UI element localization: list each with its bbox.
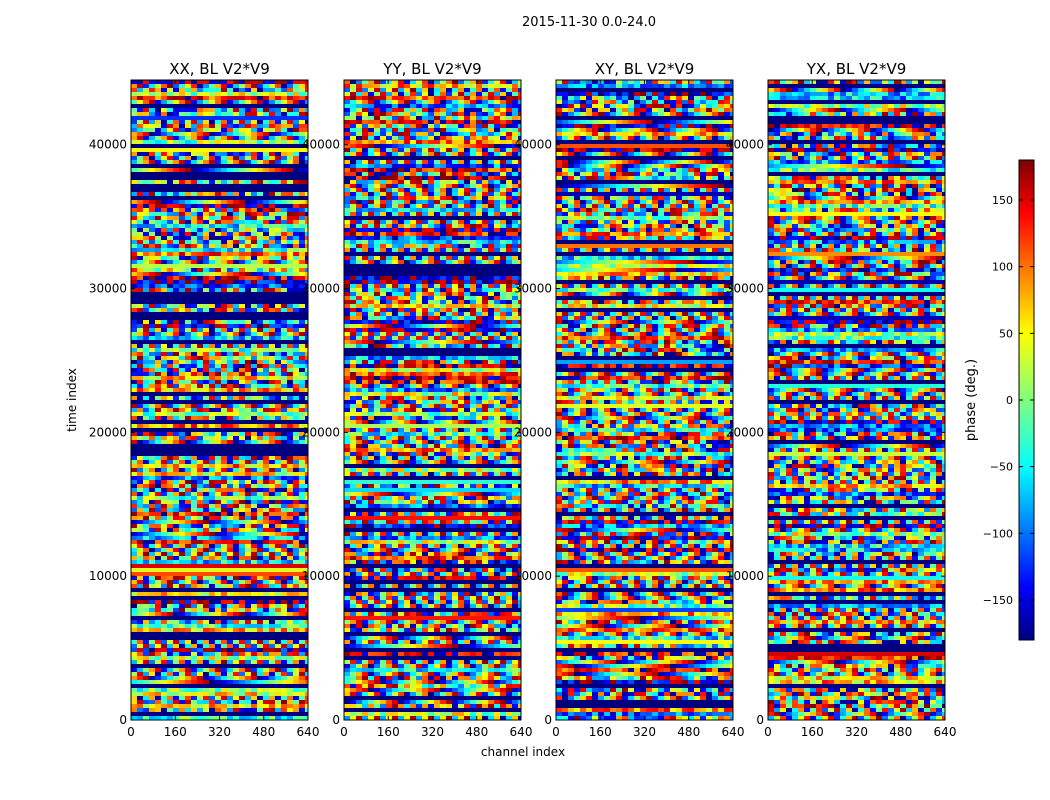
x-tick-label: 0: [552, 725, 560, 739]
colorbar-tick-label: 100: [992, 261, 1013, 274]
x-tick-label: 320: [845, 725, 868, 739]
y-tick-label: 40000: [89, 138, 127, 152]
y-tick-label: 20000: [514, 425, 552, 439]
x-tick-label: 160: [377, 725, 400, 739]
y-tick-label: 30000: [514, 282, 552, 296]
y-tick-label: 40000: [302, 138, 340, 152]
y-tick-label: 10000: [726, 569, 764, 583]
x-tick-label: 640: [297, 725, 320, 739]
colorbar: −150 −100 −50 0 50 100 150 phase (deg.): [964, 159, 1035, 641]
x-tick-label: 320: [208, 725, 231, 739]
phase-image: [556, 80, 733, 720]
panel-4: YX, BL V2*V9 0 160 320 480 640 0 10000 20000 3000…: [726, 60, 957, 739]
panel-title: XX, BL V2*V9: [169, 60, 270, 78]
x-tick-label: 0: [127, 725, 135, 739]
x-tick-label: 320: [633, 725, 656, 739]
y-axis-label: time index: [65, 368, 79, 432]
x-tick-label: 480: [252, 725, 275, 739]
panel-1: XX, BL V2*V9 0 160 320 480 640 0 10000 20000 3000…: [65, 60, 319, 739]
y-tick-label: 40000: [514, 138, 552, 152]
x-tick-label: 480: [889, 725, 912, 739]
y-tick-label: 0: [119, 713, 127, 727]
y-tick-label: 20000: [726, 425, 764, 439]
colorbar-tick-label: 0: [1006, 394, 1013, 407]
x-tick-label: 0: [764, 725, 772, 739]
colorbar-label: phase (deg.): [964, 359, 979, 441]
panels: XX, BL V2*V9 0 160 320 480 640 0 10000 20000 3000…: [65, 60, 956, 759]
panel-title: XY, BL V2*V9: [595, 60, 695, 78]
phase-image: [344, 80, 521, 720]
y-tick-label: 0: [332, 713, 340, 727]
colorbar-tick-label: −50: [990, 461, 1013, 474]
colorbar-tick-label: 150: [992, 194, 1013, 207]
x-tick-label: 480: [677, 725, 700, 739]
panel-title: YX, BL V2*V9: [806, 60, 907, 78]
panel-title: YY, BL V2*V9: [382, 60, 481, 78]
x-tick-label: 480: [465, 725, 488, 739]
panel-2: YY, BL V2*V9 0 160 320 480 640 0 10000 20000 3000…: [302, 60, 565, 759]
colorbar-tick-label: −100: [983, 527, 1013, 540]
panel-3: XY, BL V2*V9 0 160 320 480 640 0 10000 20000 3000…: [514, 60, 745, 739]
colorbar-tick-label: −150: [983, 594, 1013, 607]
x-tick-label: 640: [510, 725, 533, 739]
y-tick-label: 30000: [89, 282, 127, 296]
y-tick-label: 30000: [726, 282, 764, 296]
phase-image: [768, 80, 945, 720]
phase-image: [131, 80, 308, 720]
colorbar-tick-label: 50: [999, 327, 1013, 340]
figure-suptitle: 2015-11-30 0.0-24.0: [522, 15, 656, 30]
x-tick-label: 640: [934, 725, 957, 739]
y-tick-label: 40000: [726, 138, 764, 152]
y-tick-label: 30000: [302, 282, 340, 296]
x-tick-label: 0: [340, 725, 348, 739]
y-tick-label: 20000: [302, 425, 340, 439]
y-tick-label: 20000: [89, 425, 127, 439]
x-tick-label: 160: [801, 725, 824, 739]
x-axis-label: channel index: [481, 745, 565, 759]
y-tick-label: 10000: [302, 569, 340, 583]
y-tick-label: 0: [544, 713, 552, 727]
x-tick-label: 640: [722, 725, 745, 739]
colorbar-ticks: −150 −100 −50 0 50 100 150: [983, 194, 1034, 607]
x-tick-label: 160: [164, 725, 187, 739]
x-tick-label: 320: [421, 725, 444, 739]
y-tick-label: 10000: [514, 569, 552, 583]
y-tick-label: 0: [756, 713, 764, 727]
x-tick-label: 160: [589, 725, 612, 739]
y-tick-label: 10000: [89, 569, 127, 583]
